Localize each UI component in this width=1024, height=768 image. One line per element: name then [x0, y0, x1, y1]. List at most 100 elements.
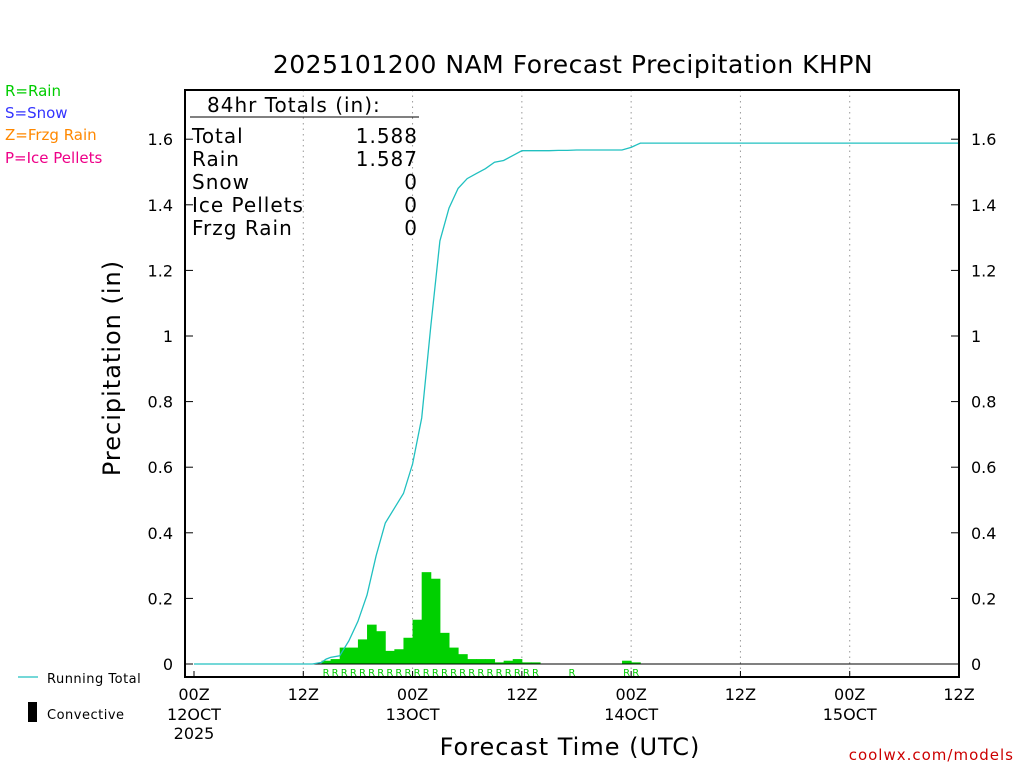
ptype-marker: R [477, 668, 484, 679]
precip-bar [385, 650, 395, 664]
ptype-marker: R [414, 668, 421, 679]
precip-bars [321, 572, 641, 664]
precip-bar [467, 659, 477, 664]
plot-frame [184, 89, 960, 678]
ptype-marker: R [405, 668, 412, 679]
precip-bar [458, 654, 468, 664]
ptype-marker: R [468, 668, 475, 679]
y-tick-label-right: 0.6 [971, 458, 996, 477]
x-tick-label: 00Z [615, 685, 646, 704]
precip-bar [367, 624, 377, 664]
totals-rows: Total 1.588 Rain 1.587 Snow 0 Ice Pellets 0 Frzg… [191, 124, 418, 240]
ptype-marker: R [341, 668, 348, 679]
legend-snow: S=Snow [5, 104, 68, 122]
precip-bar [321, 660, 332, 664]
ptype-marker: R [496, 668, 503, 679]
totals-label: Ice Pellets [192, 193, 304, 217]
credit-text: coolwx.com/models [848, 746, 1014, 764]
x-tick-label: 12Z [943, 685, 974, 704]
ptype-marker: R [350, 668, 357, 679]
y-tick-label-left: 0.8 [148, 393, 173, 412]
y-tick-label-right: 1 [971, 327, 981, 346]
ptype-marker: R [359, 668, 366, 679]
precip-bar [476, 659, 486, 664]
y-tick-label-right: 0.4 [971, 524, 996, 543]
convective-legend-label: Convective [47, 708, 125, 723]
precip-bar [357, 639, 368, 664]
y-tick-label-right: 1.4 [971, 196, 996, 215]
ptype-marker: R [386, 668, 393, 679]
totals-label: Snow [192, 170, 250, 194]
x-tick-label: 00Z [834, 685, 865, 704]
y-tick-label-right: 0 [971, 655, 981, 674]
totals-label: Total [191, 124, 244, 148]
legend-frzg-rain: Z=Frzg Rain [5, 126, 97, 144]
y-tick-label-right: 0.8 [971, 393, 996, 412]
ptype-marker: R [459, 668, 466, 679]
ptype-marker: R [523, 668, 530, 679]
precip-bar [521, 662, 532, 664]
ptype-marker: R [368, 668, 375, 679]
precip-bar [330, 659, 341, 664]
ptype-marker: R [423, 668, 430, 679]
running-total-line [194, 142, 959, 665]
ptype-marker: R [323, 668, 330, 679]
precip-bar [421, 572, 432, 664]
precip-bar [412, 619, 423, 664]
ptype-marker: R [514, 668, 521, 679]
precip-bar [394, 649, 404, 664]
x-tick-date: 14OCT [604, 705, 658, 724]
grid-lines [302, 90, 851, 677]
y-tick-label-left: 1.2 [148, 261, 173, 280]
x-tick-date: 13OCT [386, 705, 440, 724]
precip-bar [494, 662, 505, 664]
precip-bar [430, 578, 441, 664]
running-total-legend-label: Running Total [47, 672, 141, 687]
precip-bar [439, 632, 450, 664]
x-tick-label: 12Z [506, 685, 537, 704]
y-tick-label-right: 0.2 [971, 589, 996, 608]
y-tick-label-left: 1.6 [148, 130, 173, 149]
totals-box: 84hr Totals (in): Total 1.588 Rain 1.587 Sno… [190, 93, 419, 240]
totals-value: 0 [404, 193, 418, 217]
y-tick-label-left: 0.2 [148, 589, 173, 608]
totals-label: Frzg Rain [192, 216, 293, 240]
precip-bar [530, 662, 541, 664]
precip-bar [403, 637, 414, 664]
legend-rain: R=Rain [5, 82, 61, 100]
bottom-legend: Running Total Convective [18, 672, 141, 723]
totals-value: 0 [404, 216, 418, 240]
totals-value: 1.587 [356, 147, 418, 171]
x-tick-date: 12OCT [167, 705, 221, 724]
x-tick-year: 2025 [174, 724, 215, 743]
ptype-marker: R [441, 668, 448, 679]
totals-value: 1.588 [356, 124, 418, 148]
y-tick-label-left: 1.4 [148, 196, 173, 215]
y-tick-label-left: 0.6 [148, 458, 173, 477]
convective-legend-swatch [28, 702, 37, 722]
x-axis-label: Forecast Time (UTC) [439, 733, 701, 761]
ptype-marker: R [505, 668, 512, 679]
ptype-marker: R [395, 668, 402, 679]
precip-bar [376, 631, 386, 664]
ptype-marker: R [568, 668, 575, 679]
totals-heading: 84hr Totals (in): [207, 93, 381, 117]
ptype-marker: R [632, 668, 639, 679]
x-tick-label: 00Z [178, 685, 209, 704]
ptype-marker: R [623, 668, 630, 679]
precip-bar [631, 662, 641, 664]
x-tick-label: 00Z [397, 685, 428, 704]
precip-bar [622, 660, 632, 664]
y-tick-label-right: 1.6 [971, 130, 996, 149]
totals-value: 0 [404, 170, 418, 194]
precip-bar [348, 647, 359, 664]
ptype-marker: R [487, 668, 494, 679]
precip-bar [503, 660, 514, 664]
ptype-marker: R [332, 668, 339, 679]
precip-bar [449, 647, 459, 664]
y-tick-label-left: 1 [163, 327, 173, 346]
y-tick-label-left: 0 [163, 655, 173, 674]
